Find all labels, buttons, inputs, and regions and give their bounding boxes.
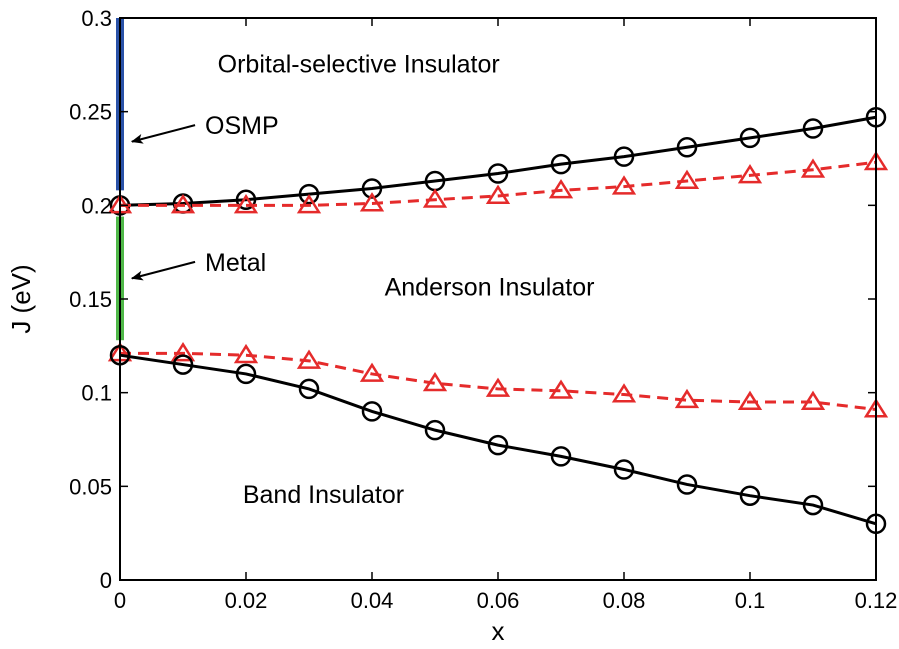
x-axis-title: x bbox=[492, 616, 505, 646]
data-point-triangle bbox=[170, 341, 196, 362]
x-tick-label: 0.1 bbox=[735, 588, 766, 613]
data-point-circle bbox=[424, 419, 446, 441]
data-point-triangle bbox=[233, 343, 259, 364]
series-3 bbox=[109, 344, 887, 535]
y-tick-label: 0.05 bbox=[69, 474, 112, 499]
data-point-circle bbox=[487, 434, 509, 456]
data-point-triangle bbox=[674, 169, 700, 189]
data-point-triangle bbox=[674, 388, 700, 409]
series-0 bbox=[109, 107, 887, 216]
series-line-1 bbox=[120, 160, 877, 207]
y-axis-title: J (eV) bbox=[6, 264, 36, 333]
data-point-circle bbox=[739, 127, 761, 149]
region-label-4: Band Insulator bbox=[243, 481, 404, 509]
region-annotations: Orbital-selective Insulator OSMP Metal Ande… bbox=[130, 50, 595, 509]
data-point-circle bbox=[676, 474, 698, 495]
region-label-1: OSMP bbox=[205, 112, 279, 140]
y-tick-label: 0.2 bbox=[81, 193, 112, 218]
data-point-triangle bbox=[800, 390, 826, 411]
y-tick-label: 0.25 bbox=[69, 100, 112, 125]
data-point-triangle bbox=[548, 178, 574, 199]
data-point-circle bbox=[550, 153, 572, 175]
data-point-triangle bbox=[170, 193, 196, 214]
x-tick-label: 0.02 bbox=[225, 588, 268, 613]
data-point-triangle bbox=[422, 371, 448, 392]
x-tick-label: 0 bbox=[114, 588, 126, 613]
data-point-triangle bbox=[548, 379, 574, 399]
data-point-circle bbox=[676, 137, 698, 158]
data-point-triangle bbox=[359, 192, 385, 212]
data-point-circle bbox=[172, 354, 194, 375]
data-point-circle bbox=[550, 446, 572, 467]
data-point-triangle bbox=[737, 164, 763, 184]
data-point-triangle bbox=[296, 193, 322, 214]
series-line-2 bbox=[120, 351, 877, 412]
data-series bbox=[107, 107, 889, 535]
data-point-triangle bbox=[422, 188, 448, 208]
series-line-0 bbox=[119, 115, 877, 207]
data-point-triangle bbox=[485, 184, 511, 204]
data-point-triangle bbox=[359, 362, 385, 382]
data-point-circle bbox=[613, 459, 635, 480]
annotation-arrow bbox=[130, 260, 196, 281]
data-point-circle bbox=[361, 178, 383, 199]
x-tick-label: 0.04 bbox=[351, 588, 394, 613]
series-2 bbox=[107, 341, 889, 418]
data-point-circle bbox=[613, 146, 635, 167]
data-point-circle bbox=[802, 494, 824, 516]
x-tick-label: 0.06 bbox=[477, 588, 520, 613]
data-point-circle bbox=[802, 118, 824, 139]
x-tick-label: 0.12 bbox=[855, 588, 898, 613]
axes: 0 0.02 0.04 0.06 0.08 0.1 0.12 0 0.05 0.1 0.15 0.2 0… bbox=[69, 6, 897, 613]
y-tick-label: 0 bbox=[100, 568, 112, 593]
data-point-triangle bbox=[737, 390, 763, 411]
data-point-circle bbox=[298, 183, 320, 205]
y-tick-label: 0.15 bbox=[69, 287, 112, 312]
series-1 bbox=[107, 150, 889, 214]
y-tick-label: 0.3 bbox=[81, 6, 112, 31]
region-label-0: Orbital-selective Insulator bbox=[218, 50, 500, 78]
data-point-triangle bbox=[611, 383, 637, 403]
region-label-3: Anderson Insulator bbox=[385, 273, 595, 301]
data-point-circle bbox=[235, 189, 257, 210]
data-point-triangle bbox=[485, 377, 511, 397]
data-point-triangle bbox=[233, 193, 259, 214]
data-point-circle bbox=[235, 363, 257, 385]
annotation-arrow bbox=[130, 124, 196, 144]
data-point-triangle bbox=[296, 349, 322, 369]
data-point-circle bbox=[298, 378, 320, 400]
region-label-2: Metal bbox=[205, 249, 266, 277]
data-point-circle bbox=[487, 163, 509, 184]
data-point-circle bbox=[361, 401, 383, 422]
data-point-triangle bbox=[800, 158, 826, 178]
data-point-circle bbox=[739, 485, 761, 506]
series-line-3 bbox=[119, 353, 877, 526]
y-tick-label: 0.1 bbox=[81, 381, 112, 406]
data-point-triangle bbox=[611, 175, 637, 195]
x-tick-label: 0.08 bbox=[603, 588, 646, 613]
